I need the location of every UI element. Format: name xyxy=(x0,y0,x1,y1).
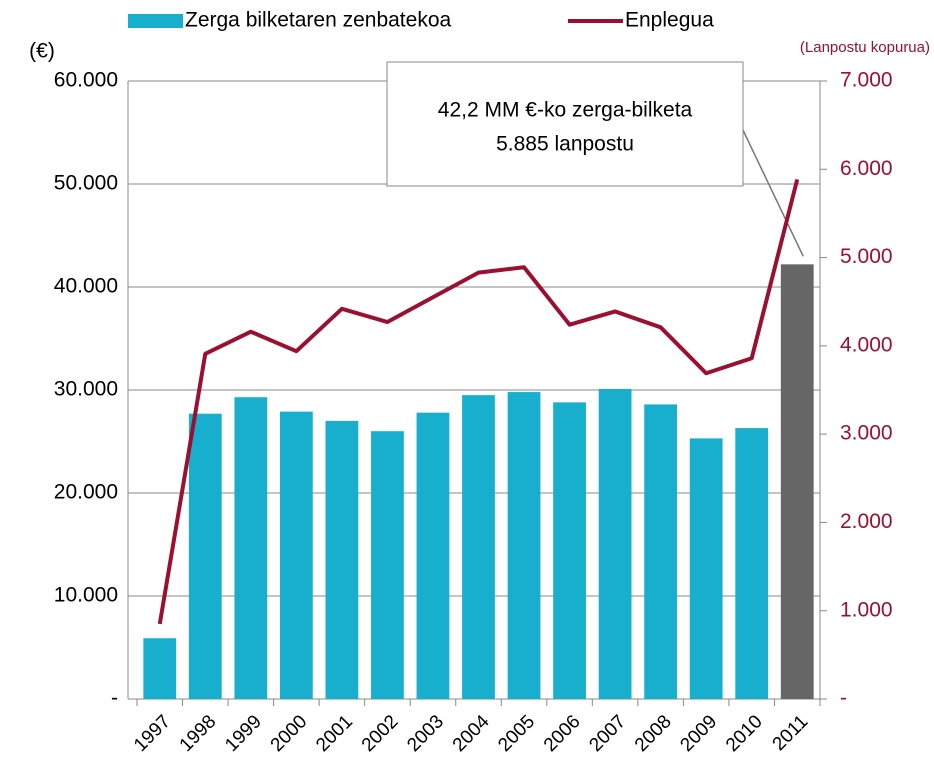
bar xyxy=(780,264,814,699)
x-tick-label: 2005 xyxy=(494,711,539,756)
y2-tick-label: 6.000 xyxy=(840,157,893,180)
bar xyxy=(143,638,177,699)
bar xyxy=(644,404,678,699)
bar xyxy=(325,420,359,699)
x-tick-label: 2010 xyxy=(722,711,767,756)
y2-tick-label: 5.000 xyxy=(840,245,893,268)
legend-label: Enplegua xyxy=(625,9,714,32)
x-tick-label: 2009 xyxy=(677,711,722,756)
line xyxy=(157,178,800,625)
y-axis-label: (€) xyxy=(29,40,55,63)
x-tick-label: 2008 xyxy=(631,711,676,756)
y2-tick-label: - xyxy=(840,687,847,710)
bar xyxy=(553,402,586,699)
x-tick-label: 2003 xyxy=(403,711,448,756)
y-tick-label: 50.000 xyxy=(54,172,118,195)
y-tick-label: 20.000 xyxy=(54,481,118,504)
annotation-box xyxy=(386,61,744,187)
bar xyxy=(234,397,268,699)
bar xyxy=(507,392,541,699)
bar xyxy=(279,411,313,699)
legend-label: Zerga bilketaren zenbatekoa xyxy=(185,9,451,32)
bar xyxy=(735,428,769,699)
x-tick-label: 1998 xyxy=(176,711,221,756)
annotation-text: 5.885 lanpostu xyxy=(496,133,634,156)
bar xyxy=(689,438,723,699)
x-tick-label: 1997 xyxy=(130,711,175,756)
y2-tick-label: 1.000 xyxy=(840,598,893,621)
bar xyxy=(598,388,632,699)
x-tick-label: 2001 xyxy=(312,711,357,756)
y2-tick-label: 3.000 xyxy=(840,422,893,445)
y-tick-label: - xyxy=(111,687,118,710)
bar xyxy=(462,395,495,699)
x-tick-label: 1999 xyxy=(221,711,266,756)
annotation-text: 42,2 MM €-ko zerga-bilketa xyxy=(438,99,693,122)
y-tick-label: 40.000 xyxy=(54,275,118,298)
x-tick-label: 2002 xyxy=(358,711,403,756)
annotation-leader xyxy=(741,127,804,257)
y-tick-label: 10.000 xyxy=(54,584,118,607)
y-tick-label: 60.000 xyxy=(54,69,118,92)
bar xyxy=(371,431,404,699)
y2-tick-label: 4.000 xyxy=(840,333,893,356)
x-tick-label: 2007 xyxy=(585,711,630,756)
y-tick-label: 30.000 xyxy=(54,378,118,401)
x-tick-label: 2000 xyxy=(267,711,312,756)
y2-tick-label: 7.000 xyxy=(840,69,893,92)
x-tick-label: 2011 xyxy=(769,711,813,755)
legend-swatch xyxy=(128,14,183,28)
bar xyxy=(416,412,450,699)
x-tick-label: 2004 xyxy=(449,711,494,756)
y2-tick-label: 2.000 xyxy=(840,510,893,533)
x-tick-label: 2006 xyxy=(540,711,585,756)
bar xyxy=(188,413,222,699)
y2-axis-label: (Lanpostu kopurua) xyxy=(800,39,930,56)
